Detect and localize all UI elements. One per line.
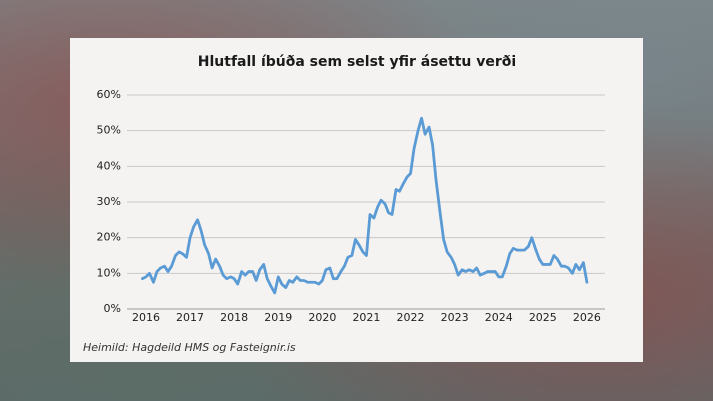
x-tick-label: 2018 <box>220 311 248 324</box>
x-tick-label: 2016 <box>132 311 160 324</box>
x-tick-label: 2020 <box>308 311 336 324</box>
x-tick-label: 2025 <box>529 311 557 324</box>
y-tick-label: 60% <box>97 88 121 101</box>
source-note: Heimild: Hagdeild HMS og Fasteignir.is <box>83 341 296 354</box>
chart-card <box>70 38 643 362</box>
x-tick-label: 2019 <box>264 311 292 324</box>
y-tick-label: 0% <box>104 302 121 315</box>
x-tick-label: 2021 <box>352 311 380 324</box>
data-line <box>141 116 589 295</box>
y-tick-label: 30% <box>97 195 121 208</box>
y-tick-label: 10% <box>97 266 121 279</box>
x-tick-label: 2023 <box>441 311 469 324</box>
y-tick-label: 20% <box>97 231 121 244</box>
x-tick-label: 2017 <box>176 311 204 324</box>
x-tick-label: 2026 <box>573 311 601 324</box>
chart-title: Hlutfall íbúða sem selst yfir ásettu ver… <box>198 54 516 70</box>
x-tick-label: 2022 <box>397 311 425 324</box>
y-tick-label: 40% <box>97 159 121 172</box>
y-tick-label: 50% <box>97 124 121 137</box>
x-tick-label: 2024 <box>485 311 513 324</box>
